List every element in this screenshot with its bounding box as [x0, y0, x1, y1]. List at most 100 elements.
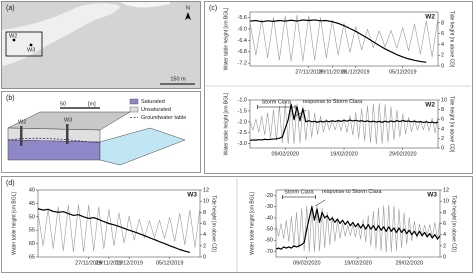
y2-tick-label: 12 [443, 187, 449, 193]
x-tick-label: 01/12/2019 [342, 69, 370, 75]
panel-frame [1, 176, 473, 273]
north-label: N [186, 5, 190, 11]
annotation: Storm Ciara [284, 189, 314, 195]
y2-tick-label: 0 [441, 63, 444, 69]
scale-unit: [m] [88, 101, 96, 107]
x-tick-label: 29/02/2020 [389, 151, 417, 157]
well-label: W3 [27, 47, 35, 53]
x-tick-label: 27/11/2019 [295, 69, 322, 75]
annotation: Storm Ciara [262, 99, 292, 105]
sea-water [99, 127, 186, 166]
chart-title: W3 [187, 192, 197, 199]
panel-label: (b) [6, 95, 15, 102]
y2-tick-label: 4 [443, 232, 446, 238]
scale-label: 50 [60, 101, 66, 107]
annotation: response to Storm Ciara [322, 189, 383, 195]
y-axis-label: Water table height [cm BGL] [249, 192, 255, 255]
x-tick-label: 19/02/2020 [344, 260, 372, 266]
annotation: response to Storm Ciara [303, 99, 364, 105]
y-tick-label: -2.5 [238, 130, 247, 136]
y2-tick-label: 2 [441, 136, 444, 142]
y-tick-label: -2.0 [238, 119, 247, 125]
y2-tick-label: 2 [443, 243, 446, 249]
annotation-arrow [315, 199, 326, 207]
y-tick-label: -30 [265, 204, 273, 210]
series-line [37, 204, 201, 253]
legend-label: Saturated [141, 99, 165, 105]
y-tick-label: -7.2 [238, 61, 247, 67]
y2-tick-label: 10 [441, 97, 447, 103]
y2-tick-label: 2 [441, 53, 444, 59]
legend-swatch [129, 106, 139, 113]
x-tick-label: 29/11/2019 [95, 260, 122, 266]
y-tick-label: -1.5 [238, 108, 247, 114]
x-tick-label: 19/02/2020 [330, 151, 358, 157]
y2-tick-label: 0 [443, 254, 446, 260]
y-tick-label: 65 [29, 254, 35, 260]
y-tick-label: -1.0 [238, 97, 247, 103]
y2-tick-label: 10 [203, 199, 209, 205]
y-tick-label: -60 [265, 238, 273, 244]
map-panel: (a) W2 W3 N 150 m [1, 1, 201, 89]
y2-tick-label: 4 [441, 42, 444, 48]
panel-frame [204, 1, 473, 174]
y2-axis-label: Tide height [m above CD] [449, 11, 455, 68]
y2-tick-label: 6 [443, 221, 446, 227]
y-axis-label: Water table height [cm BGL] [11, 192, 17, 255]
series-line [249, 103, 439, 145]
y2-tick-label: 8 [443, 210, 446, 216]
series-line [249, 14, 439, 62]
coast [2, 3, 120, 66]
y-tick-label: -40 [265, 215, 273, 221]
y-tick-label: -6.8 [238, 49, 247, 55]
x-tick-label: 05/12/2019 [389, 69, 417, 75]
study-area-box [5, 31, 43, 57]
legend-swatch [129, 98, 139, 105]
y2-tick-label: 0 [441, 145, 444, 151]
y-tick-label: -50 [265, 227, 273, 233]
chart-title: W3 [427, 192, 437, 199]
groundwater-table [7, 137, 101, 144]
y-tick-label: -6.0 [238, 27, 247, 33]
annotation-text: response to Storm Ciara [303, 99, 364, 105]
y-tick-label: -6.4 [238, 38, 247, 44]
x-tick-label: 01/12/2019 [115, 260, 143, 266]
y2-tick-label: 6 [441, 117, 444, 123]
y2-axis-label: Tide height [m above CD] [449, 96, 455, 153]
plot-frame [37, 189, 201, 258]
y-tick-label: -3.0 [238, 141, 247, 147]
annotation-arrow [295, 109, 307, 117]
well-label: W2 [9, 33, 17, 39]
y2-tick-label: 8 [203, 210, 206, 216]
x-tick-label: 29/02/2020 [395, 260, 423, 266]
y2-tick-label: 6 [441, 31, 444, 37]
y2-tick-label: 4 [441, 126, 444, 132]
series-line [37, 208, 191, 254]
y2-tick-label: 6 [203, 221, 206, 227]
panel-label: (c) [209, 5, 217, 12]
well-label: W3 [64, 117, 72, 123]
annotation-text: response to Storm Ciara [322, 189, 383, 195]
y-axis-label: Water table height [cm BGL] [223, 92, 229, 155]
y-tick-label: 50 [29, 214, 35, 220]
x-tick-label: 29/11/2019 [319, 69, 346, 75]
y-tick-label: -70 [265, 249, 273, 255]
y2-tick-label: 4 [203, 232, 206, 238]
y-tick-label: 55 [29, 228, 35, 234]
coast [120, 2, 170, 8]
y-tick-label: 45 [29, 201, 35, 207]
scale-label: 150 m [170, 76, 186, 82]
well-marker [29, 43, 33, 47]
chart-title: W2 [425, 102, 435, 109]
x-tick-label: 27/11/2019 [75, 260, 102, 266]
well [66, 124, 69, 144]
well-label: W2 [18, 119, 26, 125]
x-tick-label: 09/02/2020 [293, 260, 321, 266]
chart-title: W2 [425, 14, 435, 21]
diagram-panel: (b) W2 W3 50 [m] Saturated Unsaturated G… [1, 91, 201, 173]
y2-axis-label: Tide height [m above CD] [451, 195, 457, 252]
series-line [249, 19, 427, 63]
series-line [275, 206, 441, 250]
